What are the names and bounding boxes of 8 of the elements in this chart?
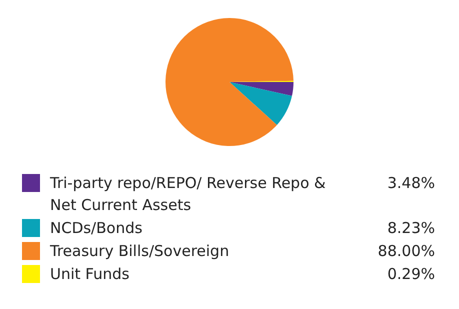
legend-label: Treasury Bills/Sovereign: [50, 241, 230, 262]
legend-label: Unit Funds: [50, 264, 130, 285]
data-label: 8.23%: [387, 218, 435, 239]
data-label: 88.00%: [378, 241, 435, 262]
data-label: 3.48%: [387, 173, 435, 194]
legend-label: NCDs/Bonds: [50, 218, 144, 239]
legend-label: Tri-party repo/REPO/ Reverse Repo & Net Current Assets: [50, 173, 327, 216]
data-label: 0.29%: [387, 264, 435, 285]
